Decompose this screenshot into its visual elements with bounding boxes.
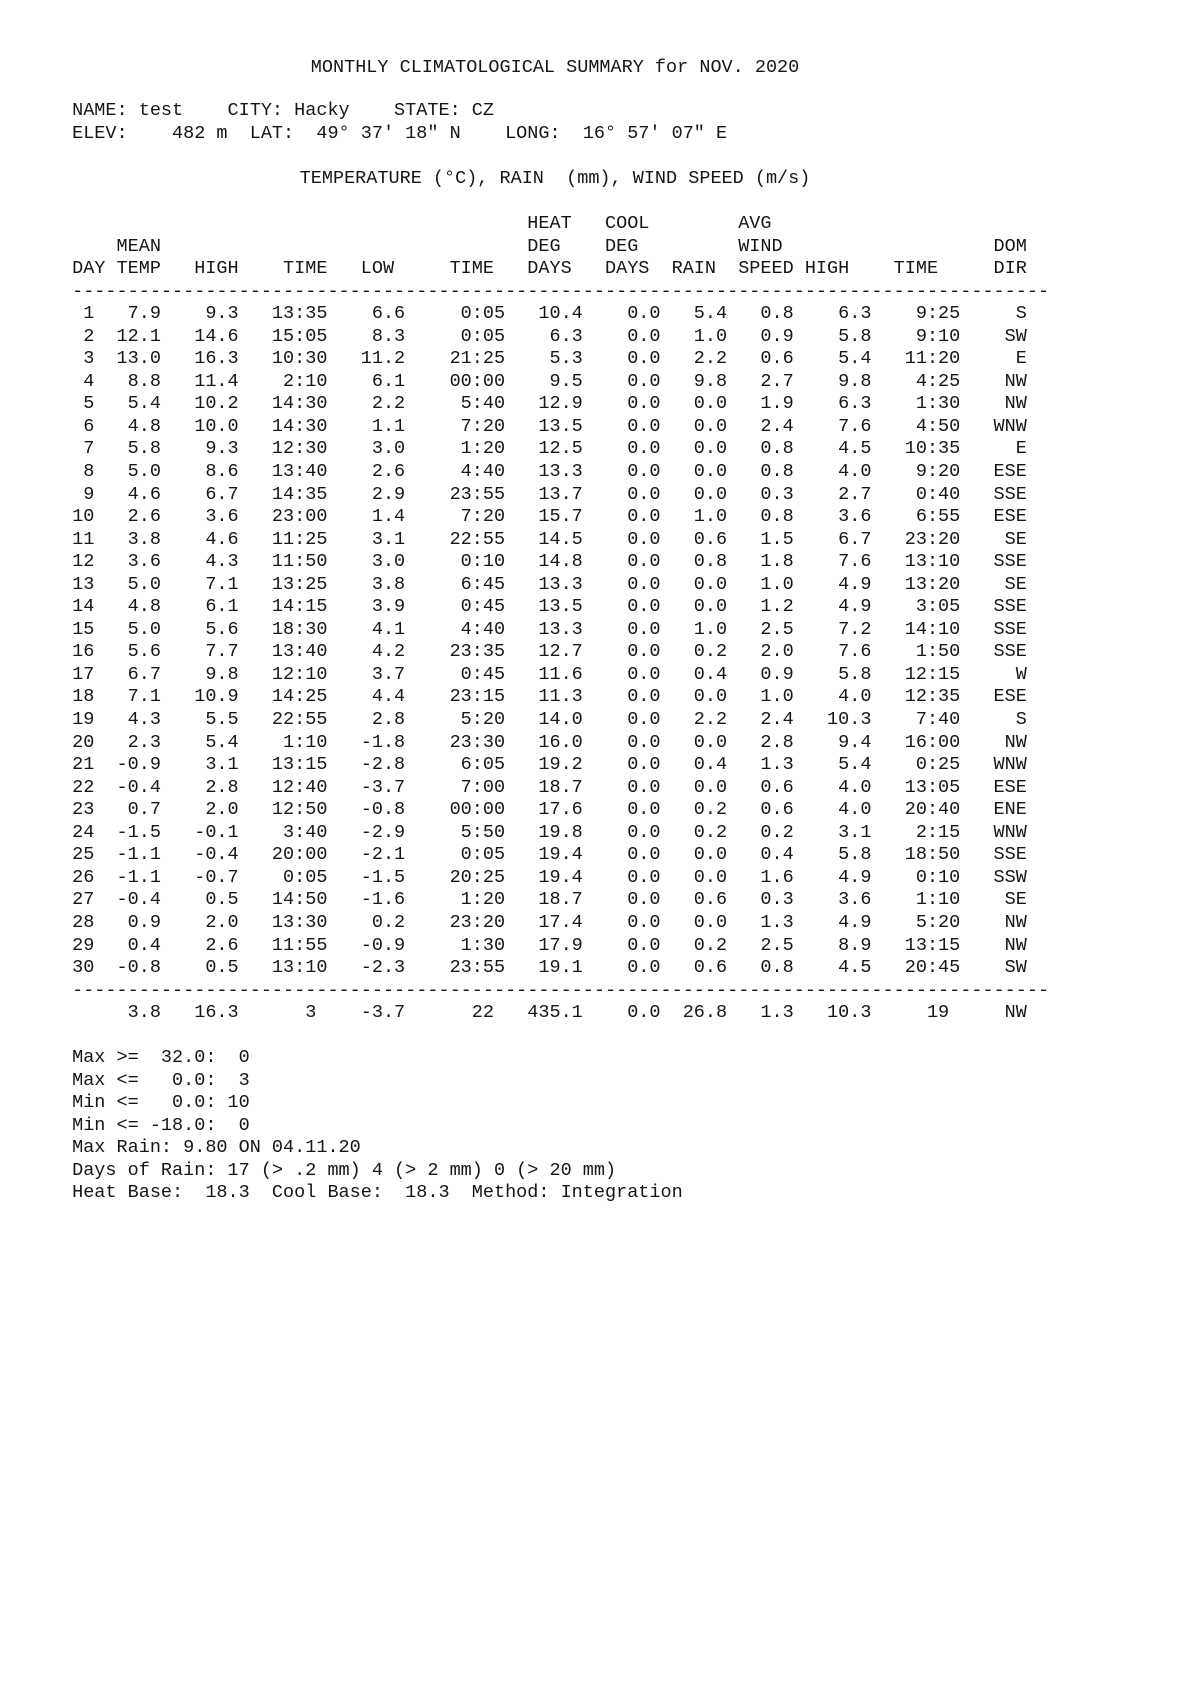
table-row: 5 5.4 10.2 14:30 2.2 5:40 12.9 0.0 0.0 1… <box>61 393 1038 415</box>
table-row: 27 -0.4 0.5 14:50 -1.6 1:20 18.7 0.0 0.6… <box>61 889 1038 911</box>
table-row: 17 6.7 9.8 12:10 3.7 0:45 11.6 0.0 0.4 0… <box>61 663 1038 685</box>
table-header-line-3: DAY TEMP HIGH TIME LOW TIME DAYS DAYS RA… <box>61 258 1027 280</box>
table-row: 30 -0.8 0.5 13:10 -2.3 23:55 19.1 0.0 0.… <box>61 957 1038 979</box>
table-row: 6 4.8 10.0 14:30 1.1 7:20 13.5 0.0 0.0 2… <box>61 415 1038 437</box>
table-row: 14 4.8 6.1 14:15 3.9 0:45 13.5 0.0 0.0 1… <box>61 596 1038 618</box>
table-row: 13 5.0 7.1 13:25 3.8 6:45 13.3 0.0 0.0 1… <box>61 573 1038 595</box>
stat-line: Max Rain: 9.80 ON 04.11.20 <box>61 1137 361 1159</box>
stat-line: Max <= 0.0: 3 <box>61 1069 250 1091</box>
table-row: 22 -0.4 2.8 12:40 -3.7 7:00 18.7 0.0 0.0… <box>61 776 1038 798</box>
table-header-line-1: HEAT COOL AVG <box>61 213 772 234</box>
table-row: 18 7.1 10.9 14:25 4.4 23:15 11.3 0.0 0.0… <box>61 686 1038 708</box>
summary-stats: Max >= 32.0: 0 Max <= 0.0: 3 Min <= 0.0:… <box>61 1047 683 1205</box>
stat-line: Min <= -18.0: 0 <box>61 1114 250 1136</box>
stat-line: Days of Rain: 17 (> .2 mm) 4 (> 2 mm) 0 … <box>61 1159 617 1181</box>
table-summary-row: 3.8 16.3 3 -3.7 22 435.1 0.0 26.8 1.3 10… <box>61 1002 1038 1024</box>
table-divider-bottom: ----------------------------------------… <box>61 979 1050 1001</box>
station-line-name-city-state: NAME: test CITY: Hacky STATE: CZ <box>61 100 494 121</box>
table-row: 9 4.6 6.7 14:35 2.9 23:55 13.7 0.0 0.0 0… <box>61 483 1038 505</box>
table-row: 28 0.9 2.0 13:30 0.2 23:20 17.4 0.0 0.0 … <box>61 911 1038 933</box>
stat-line: Min <= 0.0: 10 <box>61 1092 250 1114</box>
table-row: 21 -0.9 3.1 13:15 -2.8 6:05 19.2 0.0 0.4… <box>61 754 1038 776</box>
table-row: 24 -1.5 -0.1 3:40 -2.9 5:50 19.8 0.0 0.2… <box>61 821 1038 843</box>
table-row: 16 5.6 7.7 13:40 4.2 23:35 12.7 0.0 0.2 … <box>61 641 1038 663</box>
stat-line: Heat Base: 18.3 Cool Base: 18.3 Method: … <box>61 1182 683 1204</box>
table-divider-top: ----------------------------------------… <box>61 280 1050 302</box>
stat-line: Max >= 32.0: 0 <box>61 1047 250 1068</box>
table-row: 26 -1.1 -0.7 0:05 -1.5 20:25 19.4 0.0 0.… <box>61 866 1038 888</box>
report-title: MONTHLY CLIMATOLOGICAL SUMMARY for NOV. … <box>310 57 800 78</box>
table-row: 3 13.0 16.3 10:30 11.2 21:25 5.3 0.0 2.2… <box>61 348 1038 370</box>
table-row: 19 4.3 5.5 22:55 2.8 5:20 14.0 0.0 2.2 2… <box>61 709 1038 731</box>
table-row: 23 0.7 2.0 12:50 -0.8 00:00 17.6 0.0 0.2… <box>61 799 1038 821</box>
table-row: 15 5.0 5.6 18:30 4.1 4:40 13.3 0.0 1.0 2… <box>61 618 1038 640</box>
table-header-line-2: MEAN DEG DEG WIND DOM <box>61 235 1027 257</box>
table-row: 25 -1.1 -0.4 20:00 -2.1 0:05 19.4 0.0 0.… <box>61 844 1038 866</box>
station-info: NAME: test CITY: Hacky STATE: CZ ELEV: 4… <box>61 100 727 145</box>
table-row: 1 7.9 9.3 13:35 6.6 0:05 10.4 0.0 5.4 0.… <box>61 303 1038 325</box>
table-row: 29 0.4 2.6 11:55 -0.9 1:30 17.9 0.0 0.2 … <box>61 934 1038 956</box>
climate-table: HEAT COOL AVG MEAN DEG DEG WIND DOM DAY … <box>61 213 1049 1025</box>
table-row: 20 2.3 5.4 1:10 -1.8 23:30 16.0 0.0 0.0 … <box>61 731 1038 753</box>
table-row: 11 3.8 4.6 11:25 3.1 22:55 14.5 0.0 0.6 … <box>61 528 1038 550</box>
table-row: 8 5.0 8.6 13:40 2.6 4:40 13.3 0.0 0.0 0.… <box>61 461 1038 483</box>
table-row: 7 5.8 9.3 12:30 3.0 1:20 12.5 0.0 0.0 0.… <box>61 438 1038 460</box>
table-row: 2 12.1 14.6 15:05 8.3 0:05 6.3 0.0 1.0 0… <box>61 325 1038 347</box>
table-row: 12 3.6 4.3 11:50 3.0 0:10 14.8 0.0 0.8 1… <box>61 551 1038 573</box>
table-row: 10 2.6 3.6 23:00 1.4 7:20 15.7 0.0 1.0 0… <box>61 506 1038 528</box>
table-row: 4 8.8 11.4 2:10 6.1 00:00 9.5 0.0 9.8 2.… <box>61 370 1038 392</box>
units-line: TEMPERATURE (°C), RAIN (mm), WIND SPEED … <box>299 168 811 189</box>
station-line-elev-lat-long: ELEV: 482 m LAT: 49° 37' 18" N LONG: 16°… <box>61 122 728 144</box>
